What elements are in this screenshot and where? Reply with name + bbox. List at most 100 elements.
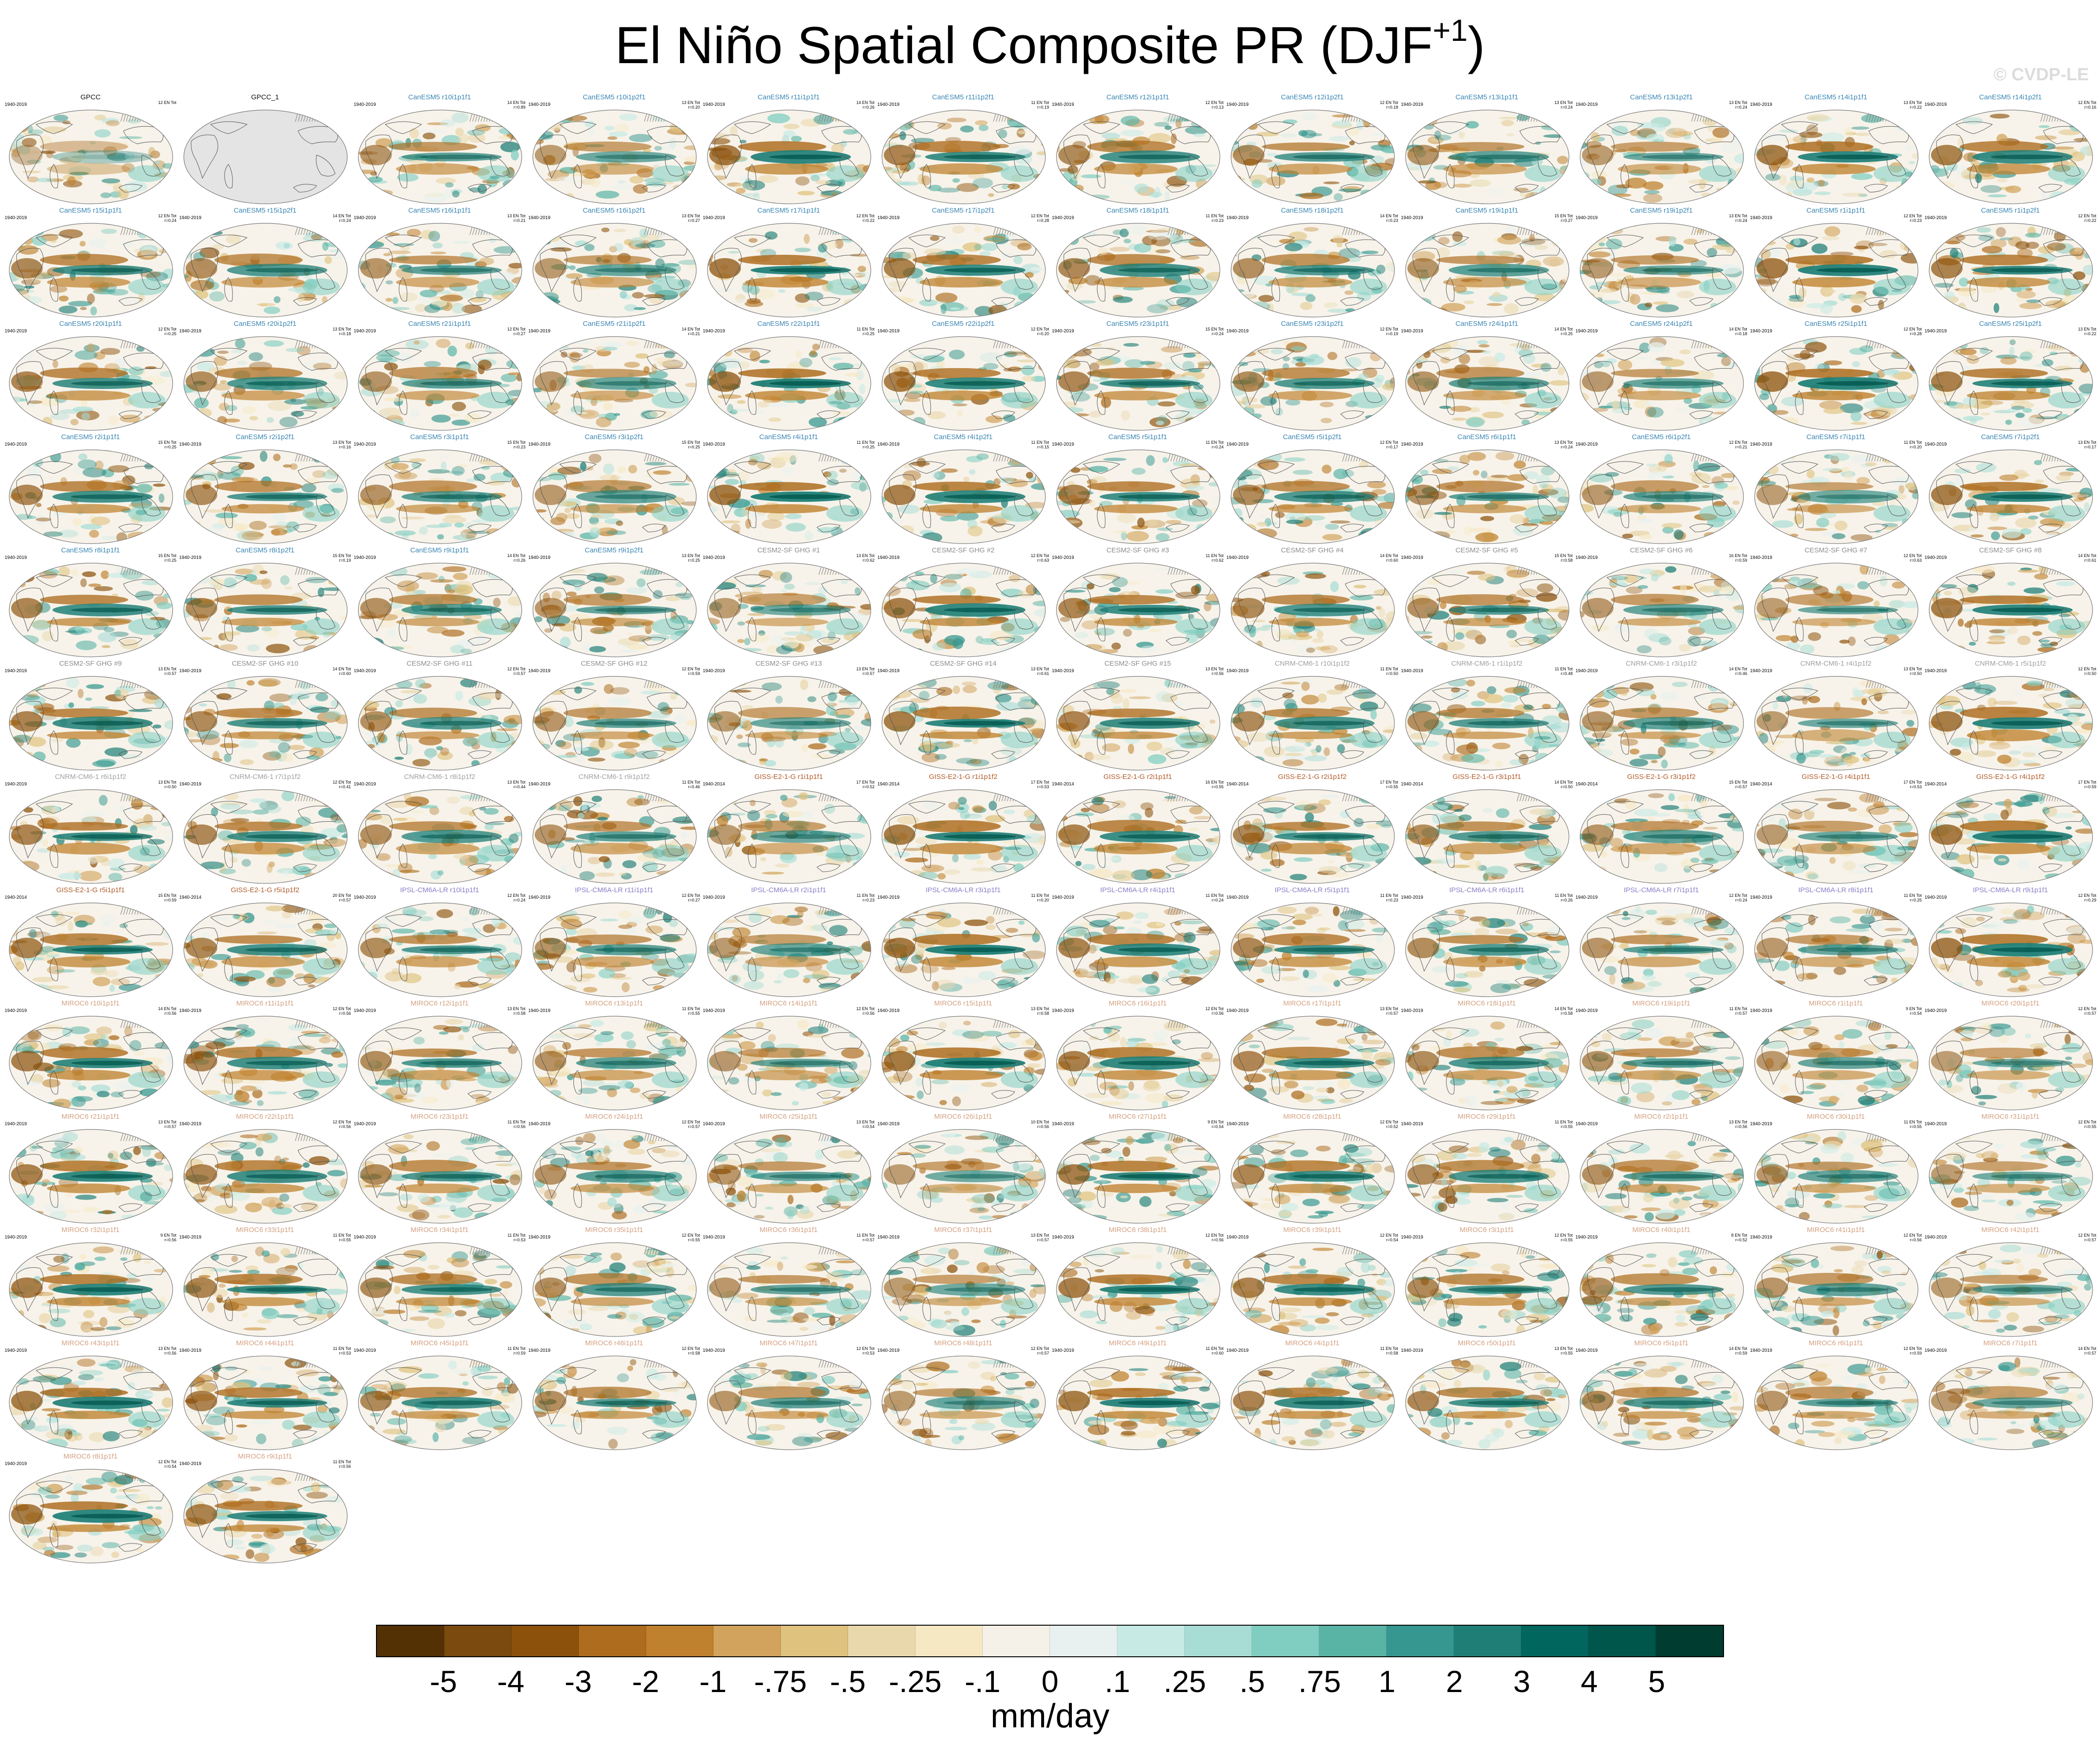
panel-title: MIROC6 r9i1p1f1	[238, 1453, 292, 1460]
map-panel: GISS-E2-1-G r4i1p1f2 1940-2014 17 EN Tot r=…	[1924, 772, 2097, 885]
panel-years: 1940-2019	[1401, 102, 1423, 107]
panel-pattern-correlation: 0.57	[866, 671, 875, 676]
panel-title: GISS-E2-1-G r1i1p1f2	[929, 773, 998, 781]
map-panel: CanESM5 r12i1p2f1 1940-2019 12 EN Tot r=0.1…	[1225, 93, 1399, 206]
panel-years: 1940-2019	[179, 555, 201, 560]
panel-stats: 13 EN Tot r=0.18	[332, 327, 351, 336]
panel-years: 1940-2019	[1925, 668, 1947, 674]
precip-anomaly-map	[532, 1242, 697, 1337]
panel-event-count: 12	[1903, 214, 1908, 218]
map-panel: CNRM-CM6-1 r9i1p1f2 1940-2019 11 EN Tot r=0…	[527, 772, 701, 885]
panel-title: CanESM5 r3i1p1f1	[410, 433, 469, 441]
panel-years: 1940-2019	[1750, 668, 1772, 674]
panel-title: CESM2-SF GHG #8	[1979, 546, 2042, 554]
panel-event-count: 12	[681, 667, 687, 671]
panel-years: 1940-2019	[703, 442, 725, 447]
panel-title: CanESM5 r4i1p1f1	[759, 433, 818, 441]
panel-pattern-correlation: 0.50	[1564, 785, 1573, 789]
map-panel: MIROC6 r2i1p1f1 1940-2019 13 EN Tot r=0.56	[1575, 1112, 1748, 1225]
panel-years: 1940-2019	[354, 1235, 376, 1240]
panel-pattern-correlation: 0.56	[343, 1124, 351, 1129]
panel-years: 1940-2014	[1226, 782, 1249, 787]
panel-years: 1940-2019	[1575, 668, 1598, 674]
map-panel: CNRM-CM6-1 r7i1p1f2 1940-2019 12 EN Tot r=0…	[178, 772, 352, 885]
panel-years: 1940-2019	[1226, 555, 1249, 560]
panel-title: CESM2-SF GHG #2	[932, 546, 995, 554]
panel-event-count: 14	[681, 327, 687, 331]
panel-pattern-correlation: 0.50	[1913, 671, 1922, 676]
panel-event-count: 13	[332, 440, 337, 445]
panel-pattern-correlation: 0.54	[866, 1124, 875, 1129]
map-panel: IPSL-CM6A-LR r5i1p1f1 1940-2019 11 EN Tot r…	[1225, 886, 1399, 999]
panel-event-count: 17	[856, 780, 861, 785]
colorbar-tick-label: 4	[1581, 1664, 1598, 1699]
map-panel: MIROC6 r32i1p1f1 1940-2019 9 EN Tot r=0.56	[4, 1226, 177, 1338]
panel-years: 1940-2019	[5, 555, 27, 560]
map-panel: MIROC6 r19i1p1f1 1940-2019 11 EN Tot r=0.57	[1575, 999, 1748, 1112]
panel-stats: 13 EN Tot r=0.58	[507, 1006, 525, 1016]
precip-anomaly-map	[1580, 110, 1744, 204]
panel-years: 1940-2019	[1226, 442, 1249, 447]
colorbar-tick-label: -.1	[965, 1664, 1001, 1699]
panel-title: CESM2-SF GHG #4	[1281, 546, 1344, 554]
precip-anomaly-map	[9, 902, 173, 997]
panel-stats: 12 EN Tot r=0.55	[681, 1233, 700, 1242]
panel-event-count: 20	[332, 893, 337, 898]
panel-stats: 15 EN Tot r=0.23	[507, 440, 525, 449]
map-panel: CESM2-SF GHG #11 1940-2019 12 EN Tot r=0.57	[353, 659, 526, 772]
panel-pattern-correlation: 0.23	[866, 898, 875, 902]
colorbar-swatch	[1050, 1626, 1117, 1656]
panel-stats: 12 EN Tot r=0.20	[1031, 327, 1049, 336]
colorbar	[376, 1625, 1724, 1657]
panel-title: CanESM5 r6i1p1f1	[1457, 433, 1517, 441]
panel-years: 1940-2019	[1925, 442, 1947, 447]
map-panel: MIROC6 r34i1p1f1 1940-2019 11 EN Tot r=0.53	[353, 1226, 526, 1338]
panel-pattern-correlation: 0.56	[168, 1011, 176, 1016]
panel-title: CESM2-SF GHG #3	[1106, 546, 1169, 554]
precip-anomaly-map	[9, 336, 173, 431]
panel-title: CESM2-SF GHG #6	[1630, 546, 1693, 554]
panel-pattern-correlation: 0.52	[866, 785, 875, 789]
colorbar-tick-label: 1	[1378, 1664, 1396, 1699]
panel-event-count: 11	[1380, 1346, 1385, 1351]
precip-anomaly-map	[1056, 1016, 1220, 1110]
panel-event-count: 11	[1206, 1346, 1210, 1351]
precip-anomaly-map	[1929, 336, 2093, 431]
panel-years: 1940-2019	[1226, 1008, 1249, 1013]
colorbar-swatch	[713, 1626, 781, 1656]
panel-pattern-correlation: 0.55	[1390, 785, 1398, 789]
map-panel: CanESM5 r9i1p2f1 1940-2019 13 EN Tot r=0.25	[527, 546, 701, 659]
colorbar-tick-label: -.25	[888, 1664, 942, 1699]
panel-years: 1940-2019	[1401, 668, 1423, 674]
precip-anomaly-map	[881, 223, 1046, 318]
map-panel: MIROC6 r15i1p1f1 1940-2019 13 EN Tot r=0.58	[876, 999, 1050, 1112]
precip-anomaly-map	[1231, 1355, 1395, 1450]
panel-event-count: 13	[1554, 440, 1559, 445]
panel-stats: 11 EN Tot r=0.53	[507, 1233, 525, 1242]
panel-years: 1940-2019	[1052, 668, 1074, 674]
panel-pattern-correlation: 0.24	[1739, 218, 1747, 223]
panel-title: CanESM5 r14i1p1f1	[1804, 93, 1867, 101]
panel-pattern-correlation: 0.56	[1913, 1238, 1922, 1242]
panel-years: 1940-2019	[1575, 1348, 1598, 1353]
precip-anomaly-map	[532, 223, 697, 318]
panel-event-count: 11	[1555, 893, 1559, 898]
panel-pattern-correlation: 0.29	[2088, 898, 2096, 902]
map-panel: CanESM5 r11i1p1f1 1940-2019 14 EN Tot r=0.2…	[702, 93, 875, 206]
panel-stats: 13 EN Tot r=0.61	[1031, 667, 1049, 676]
panel-event-count: 14	[1729, 1346, 1734, 1351]
panel-stats: 12 EN Tot r=0.57	[1031, 1346, 1049, 1355]
precip-anomaly-map	[358, 1355, 522, 1450]
panel-title: IPSL-CM6A-LR r10i1p1f1	[400, 886, 480, 894]
panel-pattern-correlation: 0.19	[1041, 105, 1049, 110]
panel-stats: 9 EN Tot r=0.56	[160, 1233, 176, 1242]
map-panel: CanESM5 r3i1p2f1 1940-2019 15 EN Tot r=0.25	[527, 433, 701, 545]
map-panel: MIROC6 r43i1p1f1 1940-2019 13 EN Tot r=0.56	[4, 1339, 177, 1452]
panel-stats: 14 EN Tot r=0.58	[1554, 1006, 1573, 1016]
panel-event-count: 14	[1554, 327, 1559, 331]
panel-years: 1940-2019	[1052, 442, 1074, 447]
panel-event-count: 12	[2078, 893, 2083, 898]
panel-pattern-correlation: 0.59	[1913, 1351, 1922, 1355]
panel-event-count: 12	[1031, 214, 1036, 218]
colorbar-tick-label: -.5	[830, 1664, 866, 1699]
